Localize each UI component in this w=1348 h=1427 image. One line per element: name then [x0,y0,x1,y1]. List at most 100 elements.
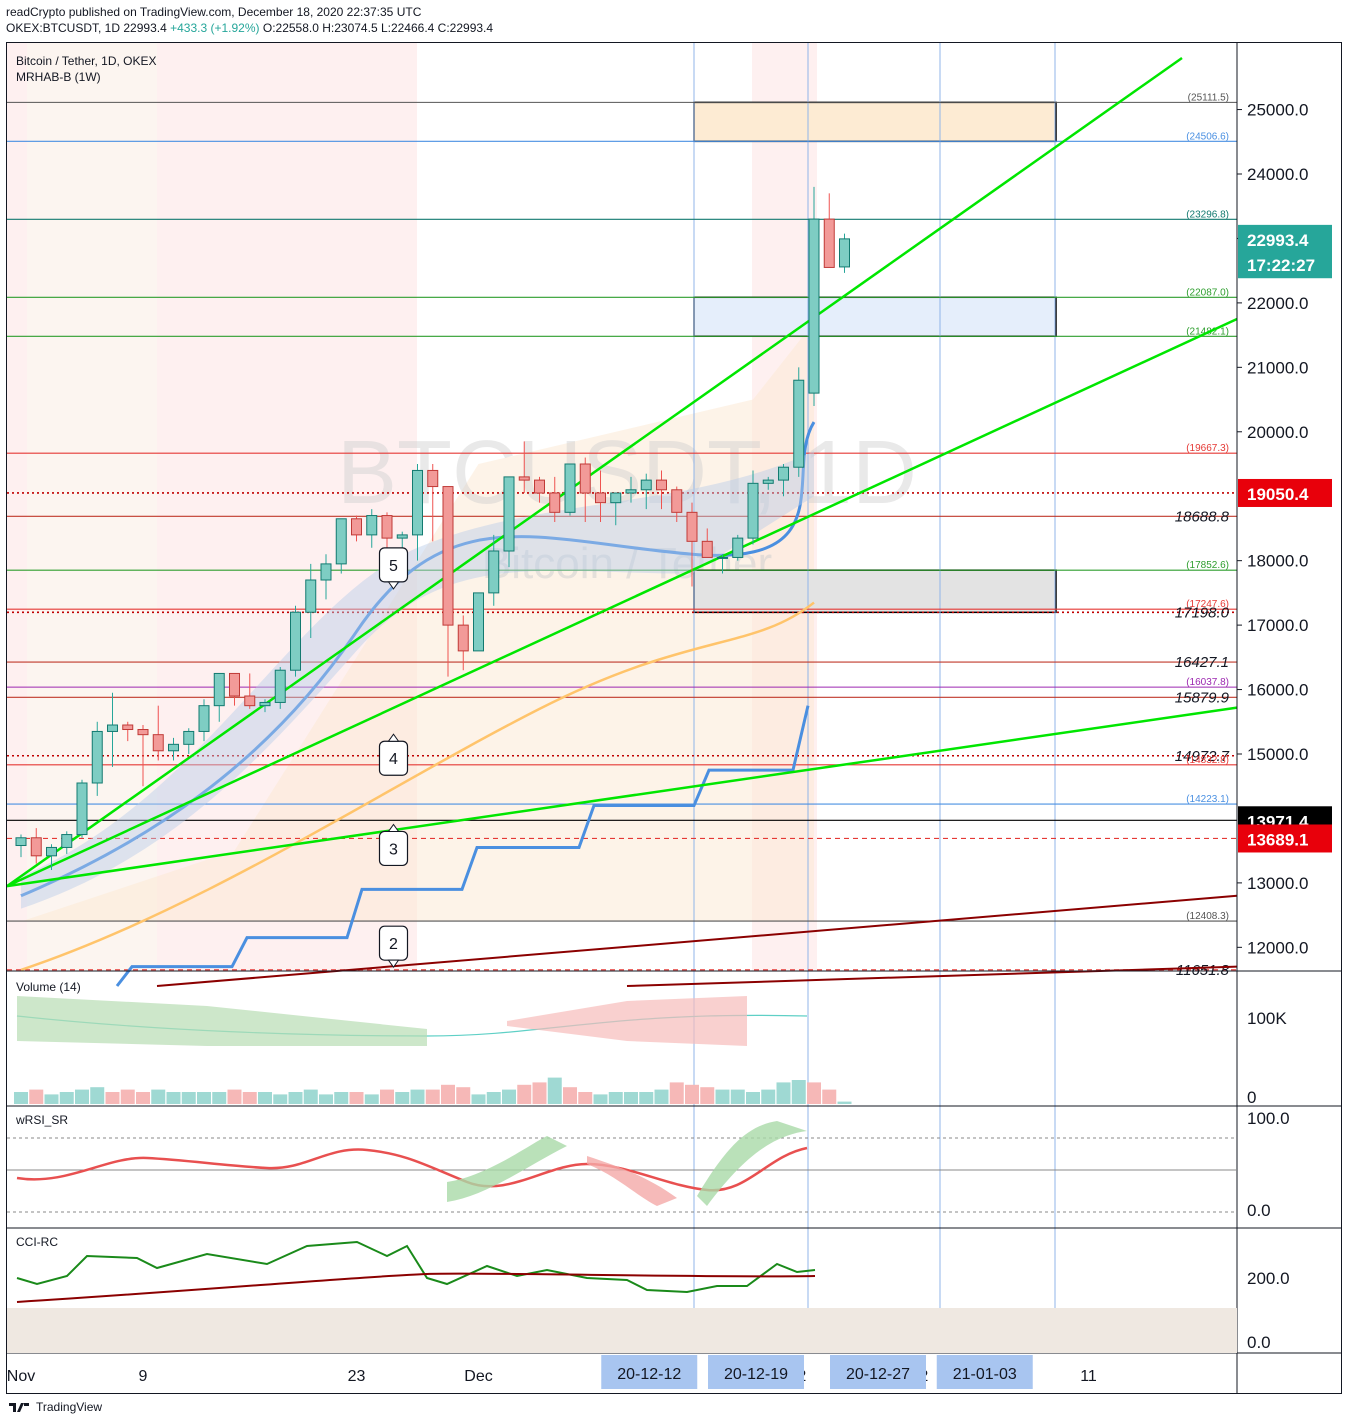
volume-band-red [507,996,747,1046]
wrsi-axis-label: 0.0 [1247,1201,1271,1220]
wave-label-pointer [387,823,400,832]
volume-bar [532,1082,547,1104]
candle-body [259,701,271,707]
candle-body [366,515,378,536]
volume-label: Volume (14) [16,980,81,994]
volume-bar [639,1092,654,1104]
wave-label-pointer [387,581,400,590]
volume-bar [822,1089,837,1104]
candle-body [320,563,332,581]
candle-body [640,479,652,491]
price-tag [1238,250,1332,279]
ohlc-values: O:22558.0 H:23074.5 L:22466.4 C:22993.4 [262,21,494,35]
wave-label-pointer [387,733,400,742]
wave-label: 4 [378,733,409,776]
date-badge [601,1355,698,1389]
price-axis-label: 24000.0 [1247,165,1308,184]
candle-body [625,489,637,494]
candle-body [351,518,362,536]
candle-body [168,743,179,752]
support-line [626,965,1238,987]
candle-body [656,479,667,491]
wrsi-band [447,1136,567,1202]
candle-body [671,489,683,513]
candle-body [244,695,256,707]
trend-line [6,56,1183,888]
date-label: 23 [348,1368,366,1385]
wave-label-text: 2 [389,936,398,953]
cci-band [7,1308,1237,1353]
level-label: 11651.8 [1176,962,1230,979]
level-label: (12408.3) [1186,911,1229,922]
level-label: (17852.6) [1186,560,1229,571]
price-tag [1238,224,1332,253]
level-label: (25111.5) [1188,92,1229,103]
price-axis-label: 12000.0 [1247,938,1308,957]
volume-bar [395,1092,410,1104]
candle-body [61,834,73,848]
candle-body [122,724,134,731]
wrsi-line [16,1146,808,1192]
date-badge-label: 21-01-03 [953,1366,1017,1383]
date-badge-label: 20-12-27 [846,1366,910,1383]
date-label: Nov [7,1368,35,1385]
volume-bar [593,1094,608,1104]
wrsi-band [587,1156,677,1206]
chart-header: readCrypto published on TradingView.com,… [6,4,493,36]
candle-body [579,463,591,494]
candle-body [442,486,454,626]
volume-bar [136,1092,150,1104]
candle-body [747,482,759,539]
candle-body [488,550,500,594]
volume-bar [502,1089,516,1104]
volume-bar [288,1092,303,1104]
background-band [27,43,157,971]
volume-bar [349,1092,364,1104]
level-label: 15879.9 [1175,689,1230,706]
wrsi-band [697,1121,807,1206]
candle-body [30,837,42,857]
cci-axis-label: 200.0 [1247,1269,1290,1288]
level-label: 17198.0 [1175,604,1230,621]
volume-bar [14,1092,28,1104]
volume-bar [669,1082,684,1104]
volume-bar [654,1089,669,1104]
price-axis-label: 25000.0 [1247,101,1308,120]
date-badge-label: 20-12-12 [617,1366,681,1383]
volume-bar [319,1094,333,1104]
volume-bar [59,1092,74,1104]
volume-bar [197,1092,211,1104]
price-axis-label: 20000.0 [1247,423,1308,442]
volume-bar [212,1092,227,1104]
date-badge [936,1355,1033,1389]
volume-bar [44,1094,59,1104]
candle-body [76,782,88,836]
candle-body [823,218,835,268]
wave-label-text: 3 [389,841,398,858]
volume-bar [441,1084,455,1104]
date-label: Dec [464,1368,492,1385]
candle-body [335,518,347,565]
trend-line [6,317,1238,888]
cci-signal-line [16,1272,816,1303]
candle-body [198,705,210,732]
price-axis-label: 18000.0 [1247,552,1308,571]
candle-body [564,463,576,513]
candle-body [107,724,118,732]
volume-bar [608,1092,623,1104]
volume-bar [105,1092,120,1104]
volume-bar [471,1094,486,1104]
candle-body [518,476,530,481]
indicator-label: MRHAB-B (1W) [16,70,101,84]
candle-body [396,534,408,539]
price-tag-label: 13689.1 [1247,830,1308,849]
candle-body [305,579,317,613]
candle-body [473,592,484,652]
price-axis-label: 15000.0 [1247,745,1308,764]
volume-bar [624,1092,638,1104]
wrsi-axis-label: 100.0 [1247,1109,1290,1128]
level-label: (19667.3) [1186,443,1229,454]
level-label: 14972.7 [1175,748,1230,765]
wave-label: 2 [378,925,409,969]
